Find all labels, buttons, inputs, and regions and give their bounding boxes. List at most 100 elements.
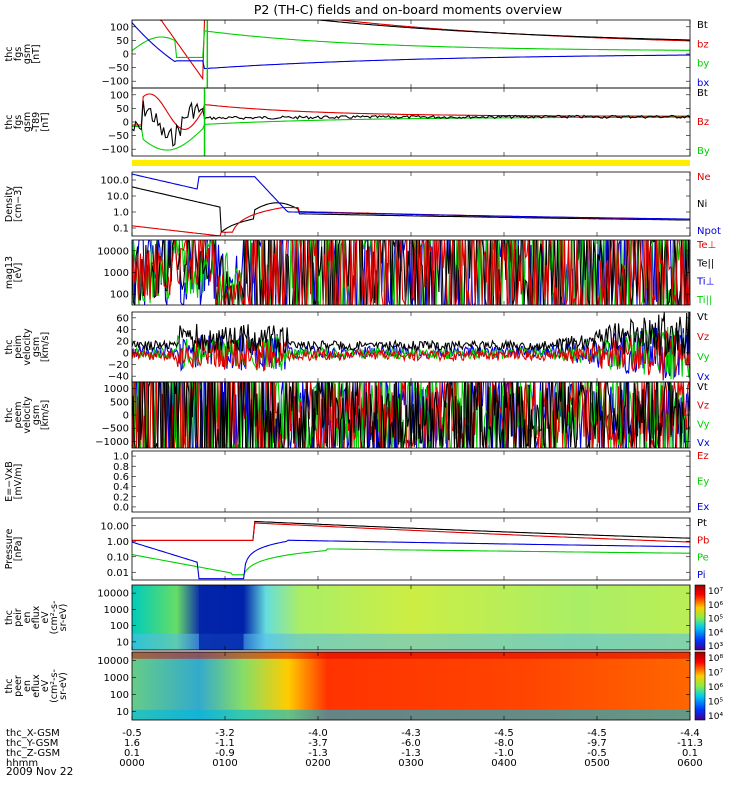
ephemeris-value: 0600 xyxy=(677,758,702,769)
y-tick-label: 0.0 xyxy=(113,502,129,513)
spectrogram-low-band xyxy=(132,709,690,720)
y-axis-label-line: gsm xyxy=(31,405,42,425)
legend-Bt: Bt xyxy=(697,20,708,31)
ephemeris-value: -3.2 xyxy=(215,728,235,739)
ephemeris-row-label: thc_Y-GSM xyxy=(6,738,58,749)
y-tick-label: 10.00 xyxy=(100,521,129,532)
y-tick-label: −20 xyxy=(108,360,129,371)
y-tick-label: −40 xyxy=(108,372,129,383)
ephemeris-value: 0.1 xyxy=(682,748,698,759)
legend-Vt: Vt xyxy=(697,382,708,393)
y-axis-label-line: fgs xyxy=(13,115,24,129)
y-tick-label: 0 xyxy=(123,50,129,61)
ephemeris-value: -1.3 xyxy=(308,748,328,759)
ephemeris-value: 0400 xyxy=(491,758,516,769)
y-axis-label-line: sr-eV) xyxy=(58,672,69,700)
ephemeris-value: 0200 xyxy=(305,758,330,769)
y-tick-label: 1000 xyxy=(104,384,129,395)
y-tick-label: 20 xyxy=(116,337,129,348)
y-axis-label-line: peem xyxy=(13,402,24,429)
ephemeris-value: -0.5 xyxy=(122,728,142,739)
ephemeris-value: 1.6 xyxy=(124,738,140,749)
ephemeris-value: -4.5 xyxy=(494,728,514,739)
panel-6-traces xyxy=(132,382,690,448)
y-axis-label-line: gsm xyxy=(22,44,33,64)
y-tick-label: −50 xyxy=(108,63,129,74)
y-tick-label: 500 xyxy=(110,397,129,408)
bt-trace xyxy=(132,20,690,41)
legend-Ne: Ne xyxy=(697,172,711,183)
y-axis-label: Pressure[nPa] xyxy=(4,529,24,570)
panel-10-traces xyxy=(132,652,690,720)
ephemeris-value: 0000 xyxy=(119,758,144,769)
bt-trace xyxy=(132,100,690,147)
panel-frame xyxy=(131,87,691,157)
colorbar-tick-label: 10⁷ xyxy=(708,669,723,679)
y-axis-label-line: [eV] xyxy=(13,263,24,283)
legend-Vy: Vy xyxy=(697,352,710,363)
ephemeris-value: 0300 xyxy=(398,758,423,769)
legend-Ex: Ex xyxy=(697,502,709,513)
panel-1-traces xyxy=(132,20,690,88)
y-axis-label-line: (cm²-s- xyxy=(49,601,60,635)
bx-trace xyxy=(132,22,690,70)
legend-Ez: Ez xyxy=(697,451,709,462)
y-tick-label: 60 xyxy=(116,313,129,324)
y-axis-label-line: eV xyxy=(40,611,51,624)
colorbar-tick-label: 10⁷ xyxy=(708,587,723,597)
y-tick-label: 100 xyxy=(110,22,129,33)
y-tick-label: 1000 xyxy=(104,673,129,684)
legend-Vt: Vt xyxy=(697,312,708,323)
y-tick-label: 0.6 xyxy=(113,472,129,483)
legend-Pb: Pb xyxy=(697,535,709,546)
panel-10: 10⁸ 10⁷ 10⁶ 10⁵ 10⁴ 10000 1000 100 10 thcpeerenef… xyxy=(4,651,723,722)
ephemeris-value: -4.5 xyxy=(587,728,607,739)
y-tick-label: 0.10 xyxy=(107,552,129,563)
y-tick-label: 0.01 xyxy=(107,568,129,579)
legend-Ti⊥: Ti⊥ xyxy=(696,277,714,288)
pi-trace xyxy=(132,539,690,580)
y-axis-label-line: thc xyxy=(4,340,15,355)
legend-by: by xyxy=(697,59,709,70)
ephemeris-value: -0.9 xyxy=(215,748,235,759)
panel-frame xyxy=(131,450,691,513)
ephemeris-value: -3.7 xyxy=(308,738,328,749)
legend-Ni: Ni xyxy=(697,199,707,210)
panel-2-traces xyxy=(132,88,690,156)
legend-Npot: Npot xyxy=(697,226,721,237)
legend-Vx: Vx xyxy=(697,372,710,383)
panel-3-traces xyxy=(132,173,690,236)
y-tick-label: 1.0 xyxy=(113,452,129,463)
y-axis-label: E=−VxB[mV/m] xyxy=(4,461,24,502)
ephemeris-value: -0.5 xyxy=(587,748,607,759)
panel-5-traces xyxy=(132,312,690,381)
y-tick-label: −100 xyxy=(102,145,129,156)
y-axis-label-line: thc xyxy=(4,408,15,423)
panel-7: 1.00.80.60.40.20.0 E=−VxB[mV/m] Ez Ey Ex xyxy=(4,450,709,513)
y-tick-label: 0.8 xyxy=(113,462,129,473)
ephemeris-value: -11.3 xyxy=(677,738,703,749)
y-tick-label: 1.0 xyxy=(113,208,129,219)
ephemeris-value: -4.0 xyxy=(308,728,328,739)
y-tick-label: −50 xyxy=(108,131,129,142)
vz-trace xyxy=(132,330,690,380)
colorbar-tick-label: 10⁴ xyxy=(708,628,723,638)
panel-8: 10.00 1.00 0.10 0.01 Pressure[nPa] Pt Pb Pe Pi xyxy=(4,517,709,581)
ephemeris-value: -1.1 xyxy=(215,738,235,749)
y-tick-label: −500 xyxy=(102,424,129,435)
y-axis-label-line: fgs xyxy=(13,47,24,61)
ephemeris-table: thc_X-GSM -0.5 -3.2 -4.0 -4.3 -4.5 -4.5 -4.4 thc… xyxy=(6,728,703,769)
panel-4-traces xyxy=(132,240,690,305)
y-axis-label-line: peir xyxy=(13,608,24,627)
legend-Vx: Vx xyxy=(697,438,710,449)
y-axis-label: mag13[eV] xyxy=(4,256,24,289)
figure-title: P2 (TH-C) fields and on-board moments ov… xyxy=(254,2,562,17)
panel-4: 10000 1000 100 mag13[eV] Te⊥ Te|| Ti⊥ Ti|| xyxy=(4,239,716,306)
date-label: 2009 Nov 22 xyxy=(6,766,73,778)
y-tick-label: 100 xyxy=(110,621,129,632)
y-axis-label-line: en xyxy=(22,612,33,624)
y-axis-label-line: thc xyxy=(4,115,15,130)
